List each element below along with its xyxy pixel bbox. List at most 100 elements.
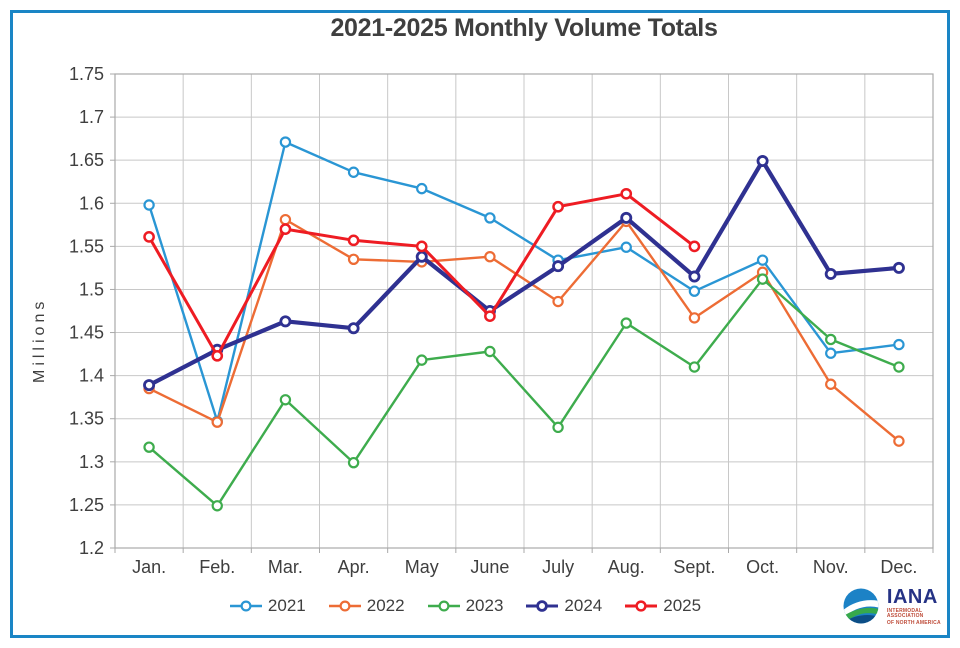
marker-2021-Sept. <box>688 285 701 297</box>
legend-item-2024: 2024 <box>525 596 602 616</box>
marker-2025-Aug. <box>620 187 633 200</box>
marker-2025-Mar. <box>279 223 292 235</box>
marker-2022-Nov. <box>825 378 837 390</box>
legend-item-2025: 2025 <box>624 596 701 616</box>
marker-2025-Sept. <box>688 240 701 253</box>
marker-2023-Apr. <box>347 456 360 469</box>
x-tick-label: Mar. <box>268 557 303 577</box>
marker-2021-June <box>484 212 496 224</box>
series-line-2021 <box>147 140 901 423</box>
marker-2021-Apr. <box>347 166 360 178</box>
marker-2021-May <box>416 182 428 195</box>
marker-2024-Oct. <box>756 155 769 168</box>
x-tick-label: Oct. <box>746 557 779 577</box>
y-tick-label: 1.5 <box>79 279 104 299</box>
legend-label: 2025 <box>663 596 702 615</box>
y-axis-title-text: Millions <box>31 297 48 383</box>
y-tick-label: 1.65 <box>69 150 104 170</box>
x-tick-label: June <box>470 557 509 577</box>
marker-2025-Apr. <box>347 234 360 247</box>
marker-2021-Dec. <box>893 338 905 351</box>
marker-2023-May <box>416 354 428 366</box>
marker-2023-Dec. <box>893 361 905 373</box>
legend-item-2023: 2023 <box>427 596 504 616</box>
marker-2025-May <box>415 240 428 253</box>
marker-2024-Sept. <box>688 270 701 283</box>
marker-2022-Sept. <box>688 312 701 324</box>
marker-2022-Mar. <box>279 213 292 226</box>
x-tick-label: May <box>405 557 439 577</box>
marker-2025-Jan. <box>143 231 155 243</box>
legend-marker-icon <box>229 600 262 612</box>
marker-2024-Mar. <box>279 315 292 328</box>
y-tick-label: 1.4 <box>79 366 104 386</box>
marker-2023-Aug. <box>620 317 632 329</box>
marker-2021-Nov. <box>825 347 837 359</box>
legend-label: 2022 <box>366 596 405 615</box>
marker-2024-Jan. <box>143 379 156 392</box>
y-tick-label: 1.3 <box>79 452 104 472</box>
chart-legend: 2021 2022 2023 2024 2025 <box>115 596 815 616</box>
x-tick-label: Sept. <box>673 557 715 577</box>
y-tick-label: 1.55 <box>69 236 104 256</box>
y-tick-label: 1.75 <box>69 64 104 84</box>
marker-2022-Dec. <box>893 435 905 447</box>
y-tick-label: 1.2 <box>79 538 104 558</box>
marker-2021-Oct. <box>756 254 769 266</box>
y-tick-label: 1.6 <box>79 193 104 213</box>
marker-2024-Aug. <box>620 211 633 224</box>
marker-2025-July <box>552 200 564 213</box>
x-tick-label: Dec. <box>880 557 917 577</box>
iana-globe-icon <box>843 588 879 624</box>
marker-2022-June <box>484 251 496 263</box>
series-line-2024 <box>147 158 901 388</box>
legend-item-2021: 2021 <box>229 596 306 616</box>
legend-label: 2024 <box>564 596 603 615</box>
legend-marker-icon <box>328 600 361 612</box>
marker-2023-Oct. <box>756 273 769 285</box>
marker-2024-Dec. <box>892 261 905 274</box>
x-tick-label: Apr. <box>338 557 370 577</box>
marker-2023-Mar. <box>279 394 292 406</box>
marker-2021-Aug. <box>620 241 632 253</box>
legend-marker-icon <box>625 600 658 612</box>
marker-2024-Nov. <box>824 267 837 280</box>
marker-2024-May <box>415 250 428 263</box>
plot-border <box>114 73 934 549</box>
y-tick-label: 1.45 <box>69 323 104 343</box>
marker-2023-Sept. <box>688 361 701 373</box>
marker-2021-Jan. <box>143 199 155 211</box>
legend-label: 2023 <box>465 596 504 615</box>
iana-logo: IANA INTERMODAL ASSOCIATION OF NORTH AME… <box>841 586 960 626</box>
marker-2023-Nov. <box>825 333 837 346</box>
legend-marker-icon <box>427 600 460 612</box>
legend-label: 2021 <box>267 596 306 615</box>
series-line-2025 <box>147 192 696 358</box>
iana-logo-tagline-2: OF NORTH AMERICA <box>886 619 941 626</box>
marker-2022-Apr. <box>347 253 360 265</box>
marker-2022-Feb. <box>211 416 223 428</box>
marker-2025-June <box>484 310 496 323</box>
marker-2024-Apr. <box>347 322 360 335</box>
iana-logo-text: IANA <box>886 585 938 608</box>
marker-2022-July <box>552 295 564 308</box>
y-tick-label: 1.25 <box>69 495 104 515</box>
series-line-2023 <box>147 277 901 507</box>
x-tick-label: July <box>542 557 574 577</box>
marker-2025-Feb. <box>211 349 224 362</box>
marker-2023-Feb. <box>211 500 223 512</box>
y-tick-label: 1.7 <box>79 107 104 127</box>
marker-2024-July <box>552 260 565 273</box>
legend-marker-icon <box>526 600 559 612</box>
y-tick-label: 1.35 <box>69 409 104 429</box>
marker-2021-Mar. <box>279 136 292 148</box>
marker-2023-July <box>552 421 564 434</box>
x-tick-label: Aug. <box>608 557 645 577</box>
marker-2023-June <box>484 345 496 358</box>
x-tick-label: Feb. <box>199 557 235 577</box>
legend-item-2022: 2022 <box>328 596 405 616</box>
chart-title: 2021-2025 Monthly Volume Totals <box>330 14 718 42</box>
iana-logo-tagline-1: INTERMODAL ASSOCIATION <box>886 607 924 619</box>
marker-2023-Jan. <box>143 441 155 453</box>
